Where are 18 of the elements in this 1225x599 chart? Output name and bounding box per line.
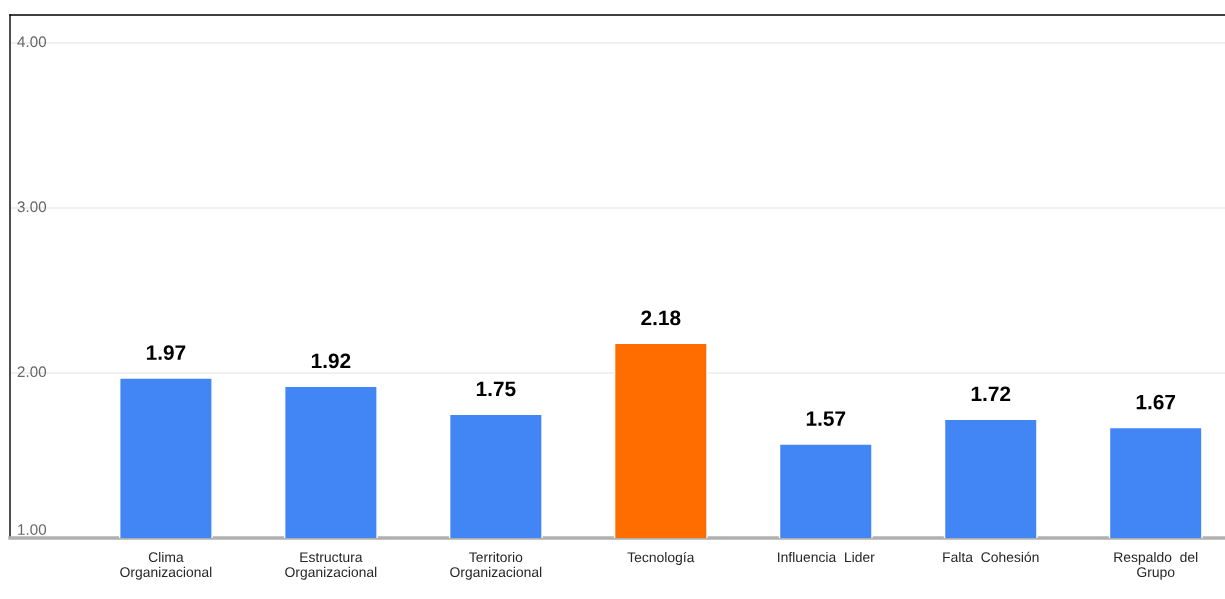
data-label: 1.57 (806, 411, 846, 426)
y-tick-label: 2.00 (17, 366, 47, 378)
data-label: 1.75 (476, 381, 516, 397)
x-tick-label: Tecnología (627, 551, 695, 565)
x-tick-label: Territorio Organizacional (450, 551, 542, 580)
x-tick-label: Estructura Organizacional (285, 552, 377, 580)
data-label: 2.18 (641, 310, 681, 326)
data-label: 1.67 (1136, 394, 1176, 410)
x-tick-label: Influencia Lider (778, 551, 875, 563)
data-label: 1.92 (311, 353, 351, 369)
data-label: 1.97 (146, 345, 186, 360)
data-label: 1.72 (971, 386, 1011, 401)
x-tick-label: Clima Organizacional (120, 551, 212, 580)
y-tick-label: 4.00 (17, 36, 47, 48)
x-tick-label: Respaldo del Grupo (1114, 551, 1198, 580)
y-tick-label: 3.00 (17, 201, 47, 213)
x-tick-label: Falta Cohesión (943, 551, 1039, 563)
y-tick-label: 1.00 (18, 524, 47, 535)
